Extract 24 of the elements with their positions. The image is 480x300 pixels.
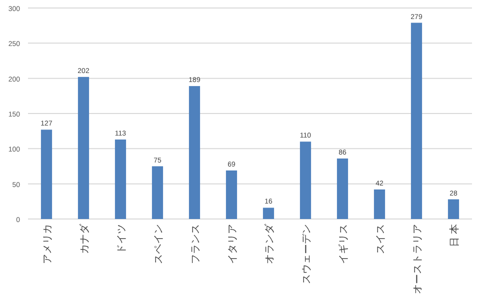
bar [374, 189, 386, 219]
bar [188, 86, 200, 219]
bar [40, 130, 52, 219]
bar [114, 140, 126, 219]
x-tick-label: フランス [190, 224, 202, 264]
x-tick-label: スペイン [154, 224, 164, 264]
x-tick-label: アメリカ [42, 224, 54, 264]
x-tick-label: オランダ [264, 223, 276, 264]
x-tick-label: スイス [376, 224, 386, 254]
bar [152, 166, 164, 219]
x-tick-label: カナダ [78, 223, 90, 254]
x-tick-label: ドイツ [116, 224, 128, 254]
x-tick-label: 日 本 [448, 224, 460, 247]
bar [448, 199, 460, 219]
bar [336, 158, 348, 219]
bar [226, 170, 238, 219]
x-tick-label: スウェーデン [302, 224, 312, 284]
x-tick-label: イタリア [228, 224, 238, 264]
bar [262, 208, 274, 219]
x-tick-label: イギリス [338, 224, 350, 264]
x-tick-label: オーストラリア [412, 224, 424, 294]
bar [300, 142, 312, 219]
bar [410, 22, 422, 219]
bar [78, 76, 90, 219]
